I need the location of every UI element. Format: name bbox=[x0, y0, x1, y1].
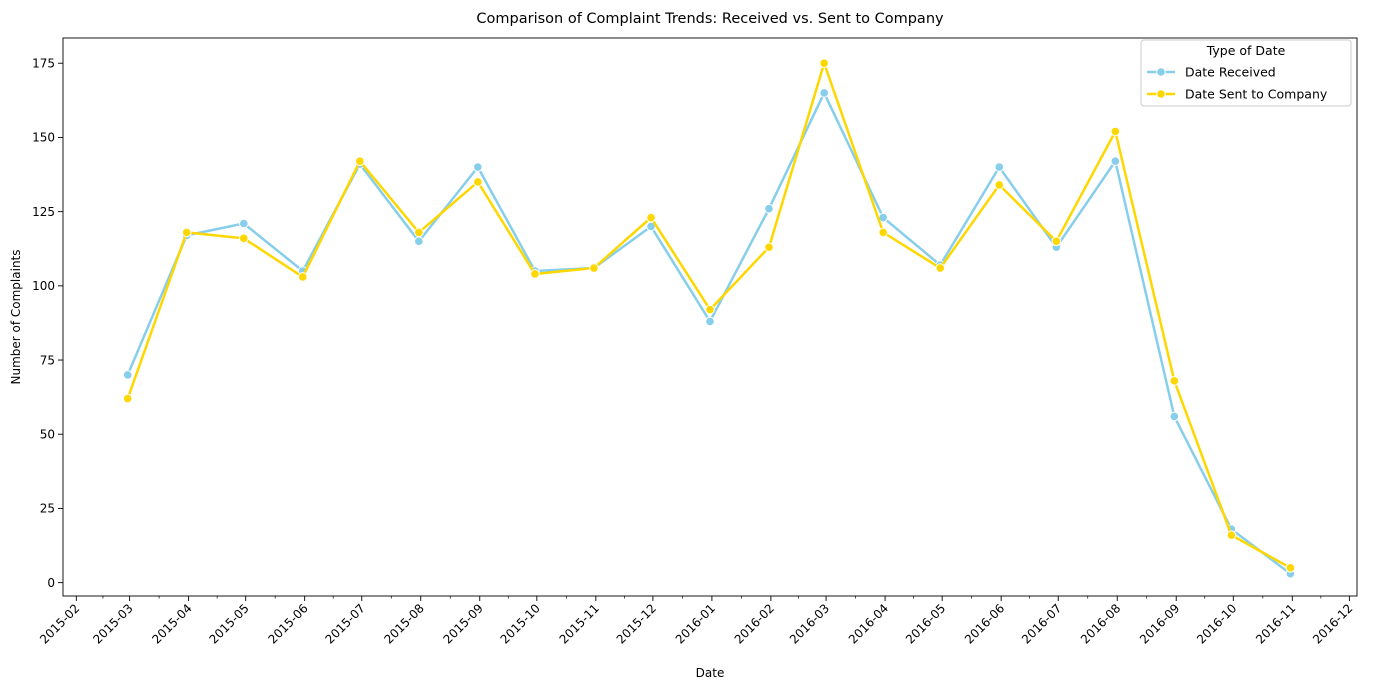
chart-title: Comparison of Complaint Trends: Received… bbox=[476, 11, 944, 27]
data-point bbox=[1051, 236, 1062, 247]
x-tick-label: 2016-07 bbox=[1019, 601, 1064, 646]
series-date-sent-to-company bbox=[122, 58, 1296, 573]
data-point bbox=[530, 269, 540, 279]
y-tick-label: 25 bbox=[40, 502, 55, 516]
y-tick-label: 175 bbox=[32, 57, 55, 71]
data-point bbox=[764, 242, 774, 253]
x-tick-label: 2015-12 bbox=[614, 601, 659, 646]
data-point bbox=[122, 393, 133, 404]
data-point bbox=[238, 218, 249, 229]
x-tick-label: 2016-10 bbox=[1194, 601, 1239, 646]
x-tick-label: 2015-05 bbox=[206, 601, 251, 646]
x-tick-label: 2016-05 bbox=[903, 601, 948, 646]
y-tick-label: 150 bbox=[32, 131, 55, 145]
data-point bbox=[646, 212, 656, 223]
x-tick-label: 2015-06 bbox=[265, 601, 310, 646]
data-point bbox=[994, 180, 1005, 190]
data-point bbox=[238, 233, 249, 244]
data-point bbox=[994, 162, 1005, 172]
x-axis-label: Date bbox=[696, 666, 725, 680]
x-tick-label: 2015-03 bbox=[90, 601, 135, 646]
y-tick-label: 50 bbox=[40, 428, 55, 442]
x-tick-label: 2015-02 bbox=[37, 601, 82, 646]
series-date-received bbox=[122, 88, 1296, 579]
data-point bbox=[414, 227, 424, 238]
legend-swatch-marker bbox=[1156, 89, 1166, 99]
x-tick-label: 2016-03 bbox=[787, 601, 832, 646]
x-tick-label: 2016-12 bbox=[1310, 601, 1355, 646]
data-point bbox=[935, 263, 946, 273]
data-point bbox=[705, 304, 715, 315]
y-tick-label: 125 bbox=[32, 205, 55, 219]
data-point bbox=[473, 177, 483, 187]
data-point bbox=[473, 162, 483, 172]
plot-frame bbox=[62, 37, 1358, 597]
legend: Type of Date Date Received Date Sent to C… bbox=[1140, 39, 1352, 107]
series-line bbox=[126, 61, 1292, 570]
data-point bbox=[181, 227, 192, 238]
x-tick-label: 2016-01 bbox=[673, 601, 718, 646]
legend-entry: Date Sent to Company bbox=[1147, 87, 1328, 102]
x-tick-label: 2015-09 bbox=[441, 601, 486, 646]
x-tick-label: 2016-11 bbox=[1253, 601, 1298, 646]
data-point bbox=[414, 236, 424, 247]
data-point bbox=[297, 272, 308, 282]
legend-title: Type of Date bbox=[1206, 43, 1286, 58]
y-axis: 0 25 50 75 100 125 150 175 bbox=[32, 57, 63, 590]
data-point bbox=[589, 263, 599, 273]
data-point bbox=[1285, 563, 1296, 573]
data-point bbox=[878, 227, 888, 238]
legend-label: Date Received bbox=[1185, 65, 1276, 80]
x-tick-label: 2016-04 bbox=[846, 601, 891, 646]
data-point bbox=[1110, 156, 1121, 166]
y-axis-label: Number of Complaints bbox=[9, 249, 23, 384]
y-tick-label: 75 bbox=[40, 353, 55, 367]
series-layer bbox=[122, 58, 1296, 579]
data-point bbox=[1169, 411, 1180, 422]
x-tick-label: 2016-08 bbox=[1078, 601, 1123, 646]
data-point bbox=[355, 156, 365, 166]
legend-swatch-marker bbox=[1156, 67, 1166, 77]
x-axis: 2015-02 2015-03 2015-04 2015-05 2015-06 2015-… bbox=[37, 596, 1356, 647]
data-point bbox=[1169, 376, 1180, 386]
data-point bbox=[122, 370, 133, 380]
data-point bbox=[819, 58, 829, 69]
x-tick-label: 2016-09 bbox=[1137, 601, 1182, 646]
legend-label: Date Sent to Company bbox=[1185, 87, 1328, 102]
legend-entry: Date Received bbox=[1147, 65, 1276, 80]
x-tick-label: 2016-02 bbox=[732, 601, 777, 646]
data-point bbox=[705, 316, 715, 327]
data-point bbox=[1226, 530, 1237, 540]
data-point bbox=[819, 88, 829, 98]
data-point bbox=[1110, 126, 1121, 137]
x-tick-label: 2016-06 bbox=[962, 601, 1007, 646]
x-tick-label: 2015-11 bbox=[557, 601, 602, 646]
x-tick-label: 2015-10 bbox=[498, 601, 543, 646]
y-tick-label: 0 bbox=[47, 576, 55, 590]
y-tick-label: 100 bbox=[32, 279, 55, 293]
legend-box bbox=[1140, 39, 1352, 107]
x-tick-label: 2015-04 bbox=[149, 601, 194, 646]
data-point bbox=[764, 203, 774, 214]
x-tick-label: 2015-08 bbox=[382, 601, 427, 646]
x-tick-label: 2015-07 bbox=[323, 601, 368, 646]
